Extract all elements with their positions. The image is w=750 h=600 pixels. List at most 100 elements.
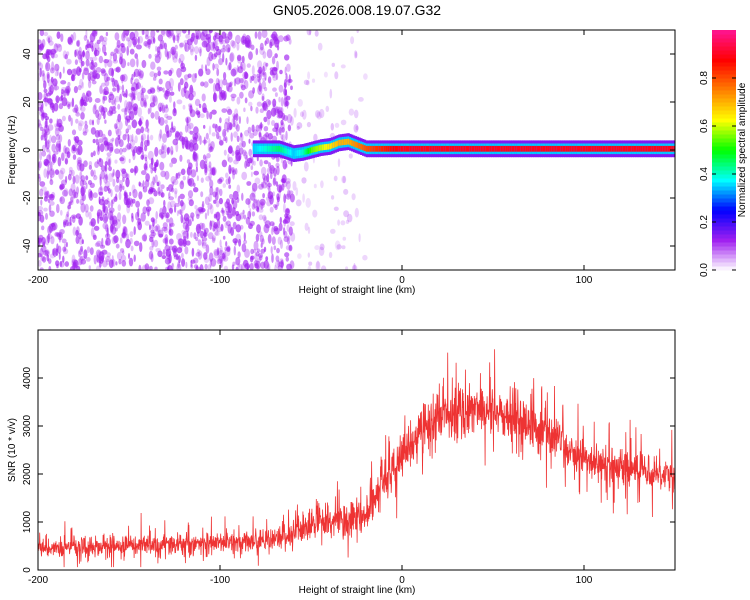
spectrogram-cell [333,206,339,211]
spectrogram-ridge-cell [292,150,296,157]
spectrogram-ridge-cell [438,145,441,152]
spectrogram-y-tick-label: 0 [22,147,33,153]
colorbar-segment [712,214,736,219]
spectrogram-cell [73,136,76,141]
spectrogram-cell [271,31,278,41]
spectrogram-cell [43,250,49,256]
spectrogram-cell [74,49,79,56]
spectrogram-cell [121,90,126,96]
spectrogram-cell [102,95,108,101]
spectrogram-cell [56,203,60,214]
spectrogram-cell [275,106,279,113]
spectrogram-cell [223,130,227,137]
spectrogram-cell [137,207,140,218]
spectrogram-cell [103,86,109,96]
spectrogram-cell [266,109,272,120]
spectrogram-cell [158,191,161,196]
spectrogram-ridge-cell [527,145,531,152]
spectrogram-cell [358,97,364,102]
spectrogram-cell [285,95,291,101]
spectrogram-cell [124,30,130,36]
spectrogram-cell [94,98,101,103]
snr-y-tick-label: 0 [22,567,33,573]
spectrogram-cell [149,234,155,239]
spectrogram-ridge-cell [436,145,440,152]
spectrogram-cell [121,108,127,113]
spectrogram-cell [222,183,226,188]
spectrogram-cell [264,87,268,92]
spectrogram-cell [79,163,85,172]
spectrogram-cell [43,88,48,94]
snr-x-tick-label: -200 [28,575,48,586]
spectrogram-cell [286,180,291,190]
spectrogram-cell [251,188,256,198]
spectrogram-cell [256,248,260,253]
spectrogram-cell [116,39,121,49]
spectrogram-cell [106,152,112,157]
spectrogram-cell [307,71,311,80]
spectrogram-cell [190,36,195,43]
spectrogram-cell [104,206,109,216]
spectrogram-cell [104,224,109,232]
spectrogram-cell [225,43,231,53]
spectrogram-cell [215,45,220,51]
spectrogram-cell [277,236,282,245]
spectrogram-cell [133,78,140,86]
spectrogram-cell [356,30,359,34]
spectrogram-cell [262,214,267,221]
spectrogram-cell [193,182,196,188]
spectrogram-cell [331,62,335,67]
spectrogram-cell [160,184,165,190]
spectrogram-cell [63,145,67,154]
spectrogram-cell [60,95,64,101]
spectrogram-cell [199,48,202,57]
colorbar-label: Normalized spectral amplitude [737,82,748,217]
spectrogram-cell [149,71,155,78]
spectrogram-cell [218,256,223,261]
spectrogram-cell [316,260,320,269]
spectrogram-cell [215,32,221,39]
spectrogram-cell [208,193,212,202]
spectrogram-cell [171,150,174,155]
spectrogram-cell [253,160,256,166]
spectrogram-cell [158,115,161,124]
spectrogram-cell [248,223,253,230]
spectrogram-cell [111,99,115,105]
spectrogram-cell [42,97,49,103]
spectrogram-cell [199,264,204,270]
spectrogram-cell [253,73,256,79]
spectrogram-cell [215,82,221,92]
spectrogram-ridge-cell [564,145,567,152]
spectrogram-cell [234,149,240,156]
colorbar-segment [712,234,736,239]
spectrogram-cell [126,142,132,150]
spectrogram-cell [185,116,191,124]
spectrogram-cell [98,191,104,196]
spectrogram-cell [43,92,48,100]
spectrogram-cell [266,48,273,59]
spectrogram-cell [79,256,84,266]
spectrogram-cell [234,168,238,175]
spectrogram-cell [227,156,233,163]
colorbar-tick-label: 0.0 [699,263,710,277]
spectrogram-cell [239,142,243,148]
spectrogram-cell [271,56,276,65]
spectrogram-cell [267,76,272,84]
spectrogram-cell [75,106,80,115]
spectrogram-cell [208,172,212,181]
spectrogram-cell [177,82,181,92]
spectrogram-cell [88,161,93,167]
spectrogram-cell [87,80,92,89]
spectrogram-ridge-cell [514,145,518,152]
spectrogram-cell [329,88,333,99]
spectrogram-ridge-cell [398,145,401,152]
spectrogram-cell [219,117,222,124]
spectrogram-cell [84,203,89,213]
spectrogram-cell [150,229,155,234]
spectrogram-cell [189,109,196,118]
spectrogram-cell [164,237,168,247]
spectrogram-cell [112,171,115,178]
spectrogram-ridge-cell [655,145,658,152]
spectrogram-cell [255,124,260,132]
spectrogram-cell [174,35,180,41]
